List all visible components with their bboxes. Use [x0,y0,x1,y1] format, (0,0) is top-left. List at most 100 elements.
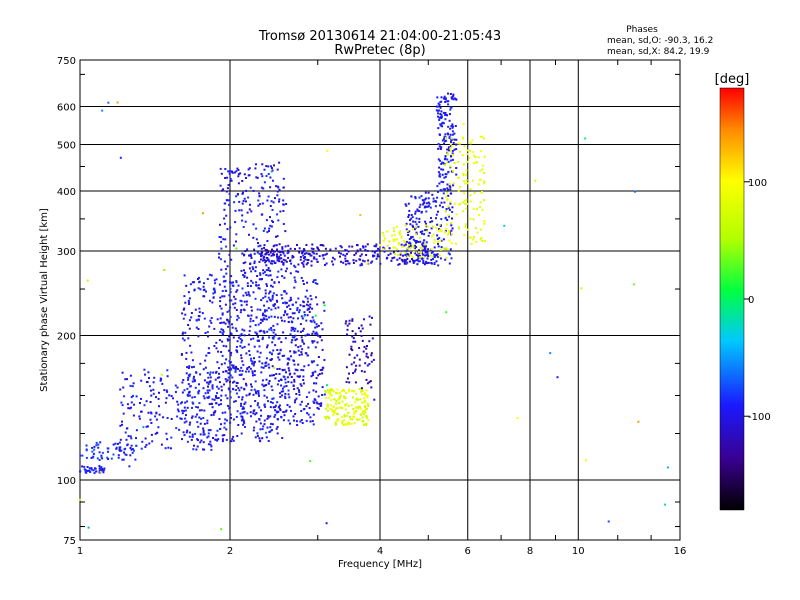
data-point [386,230,389,233]
data-point [234,370,237,373]
data-point [274,405,277,408]
data-point [142,426,145,429]
data-point [438,145,441,148]
data-point [268,351,271,354]
data-point [241,287,244,290]
data-point [267,195,270,198]
data-point [225,245,228,248]
data-point [254,167,257,170]
data-point [294,351,297,354]
data-point [229,291,232,294]
data-point [414,212,417,215]
data-point [207,443,210,446]
data-point [103,467,106,470]
data-point [273,415,276,418]
data-point [275,410,278,413]
data-point [244,261,247,264]
data-point [312,374,314,377]
stats-title: Phases [626,25,658,35]
data-point [450,224,453,227]
data-point [440,246,443,249]
data-point [407,244,410,246]
data-point [278,188,281,191]
data-point [265,315,268,318]
data-point [440,218,443,221]
data-point [226,310,229,313]
data-point [302,369,305,372]
data-point [185,414,187,417]
data-point [202,395,205,398]
data-point [437,112,439,115]
data-point [374,245,377,248]
data-point [239,412,242,415]
data-point [229,396,232,399]
data-point [234,221,237,224]
data-point [245,382,247,385]
data-point [296,369,299,372]
data-point [252,393,255,396]
data-point [424,243,427,246]
data-point [237,169,240,171]
data-point [222,275,225,278]
data-point [433,263,436,265]
data-point [118,447,121,450]
data-point [326,409,329,412]
data-point [412,246,415,249]
data-point [150,389,152,392]
data-point [310,254,313,257]
data-point [268,380,271,382]
data-point [278,404,281,407]
data-point [316,333,319,336]
data-point [303,311,306,314]
data-point [319,369,322,372]
data-point [230,333,233,336]
data-point [101,468,104,470]
data-point [321,386,324,389]
data-point [280,257,283,260]
data-point [401,260,404,263]
data-point [236,318,239,321]
data-point [241,415,244,418]
data-point [250,255,252,257]
data-point [256,308,259,311]
data-point [368,315,371,318]
data-point [222,238,225,241]
data-point [271,341,274,344]
data-point [344,423,347,426]
data-point [144,373,146,376]
data-point [250,383,252,386]
data-point [451,206,454,209]
data-point [166,375,169,378]
data-point [281,368,284,371]
data-point [249,253,252,256]
data-point [138,417,141,420]
data-point [276,235,279,238]
data-point [207,376,210,379]
data-point [415,254,418,256]
data-point [463,234,466,237]
data-point [188,319,191,322]
data-point [234,327,237,330]
colorbar-tick-label: 0 [748,295,754,306]
data-point [216,376,219,379]
data-point [193,281,195,284]
data-point [344,249,347,252]
data-point [427,255,430,258]
data-point [225,428,228,431]
data-point [236,410,239,413]
data-point [250,359,253,362]
data-point [414,247,417,250]
data-point [239,345,242,348]
data-point [433,253,436,256]
data-point [224,303,227,306]
data-point [107,101,110,104]
data-point [411,259,414,262]
data-point [286,313,288,316]
data-point [98,469,101,472]
data-point [160,373,163,376]
data-point [259,308,262,311]
data-point [435,213,438,216]
data-point [442,238,445,241]
data-point [362,413,365,416]
data-point [392,238,395,241]
